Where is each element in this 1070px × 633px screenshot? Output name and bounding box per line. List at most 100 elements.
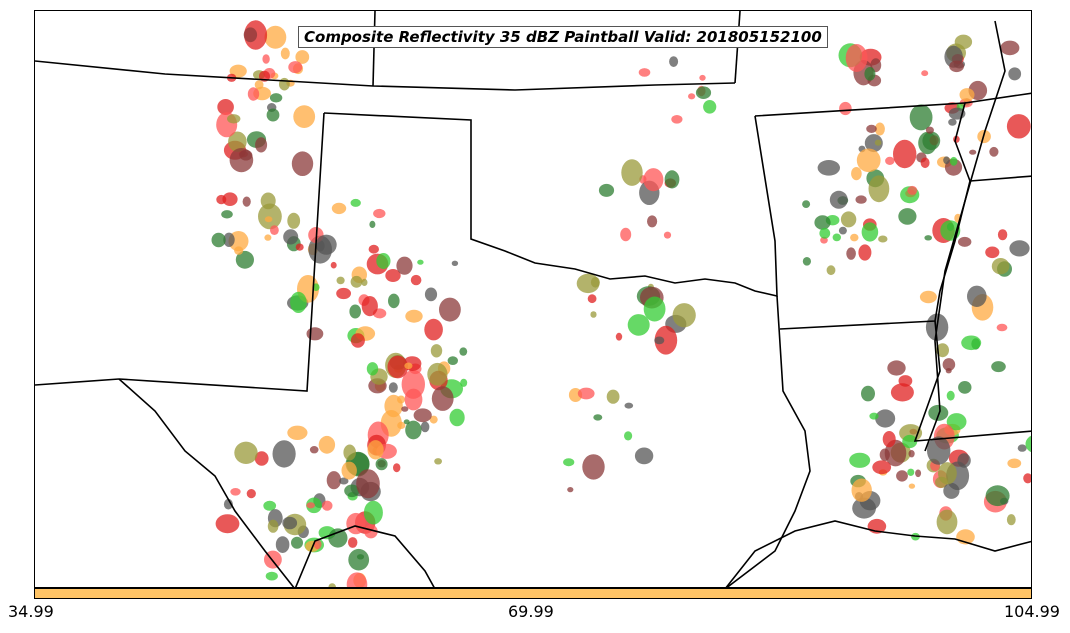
storm-paintball: [802, 257, 812, 266]
storm-paintball: [699, 74, 706, 81]
storm-paintball: [223, 232, 235, 247]
storm-paintball: [1023, 473, 1031, 484]
storm-paintball: [328, 528, 348, 548]
storm-paintball: [946, 390, 955, 401]
storm-paintball: [427, 362, 448, 386]
storm-paintball: [902, 434, 918, 449]
storm-paintball: [396, 256, 413, 275]
storm-paintball: [885, 156, 895, 165]
storm-paintball: [293, 105, 316, 128]
storm-paintball: [388, 293, 400, 309]
storm-paintball: [845, 44, 868, 72]
storm-paintball: [954, 34, 973, 50]
storm-paintball: [234, 441, 258, 464]
storm-paintball: [598, 183, 615, 197]
storm-paintball: [582, 454, 605, 480]
storm-paintball: [945, 368, 952, 374]
storm-paintball: [403, 419, 410, 425]
storm-paintball: [908, 483, 916, 489]
storm-paintball: [663, 231, 672, 239]
storm-paintball: [621, 159, 643, 186]
storm-paintball: [397, 421, 406, 429]
storm-paintball: [267, 519, 279, 533]
storm-paintball: [855, 195, 867, 204]
paintball-layer: [211, 20, 1031, 587]
storm-paintball: [290, 291, 307, 313]
storm-paintball: [413, 408, 432, 423]
storm-paintball: [1007, 458, 1022, 469]
map-title: Composite Reflectivity 35 dBZ Paintball …: [298, 26, 828, 48]
storm-paintball: [420, 421, 430, 433]
storm-paintball: [874, 122, 885, 136]
storm-paintball: [928, 404, 949, 421]
storm-paintball: [643, 296, 666, 322]
storm-paintball: [235, 250, 254, 269]
storm-paintball: [882, 431, 896, 448]
storm-paintball: [850, 233, 859, 242]
storm-paintball: [1006, 114, 1031, 139]
storm-paintball: [989, 146, 999, 157]
storm-paintball: [898, 208, 917, 225]
storm-paintball: [868, 175, 890, 203]
storm-paintball: [344, 484, 360, 498]
storm-paintball: [874, 139, 882, 146]
storm-paintball: [866, 124, 877, 133]
storm-paintball: [1017, 444, 1027, 452]
storm-paintball: [364, 524, 378, 539]
storm-paintball: [872, 460, 892, 475]
storm-paintball: [291, 151, 314, 176]
storm-paintball: [460, 378, 468, 387]
storm-paintball: [239, 149, 253, 161]
storm-paintball: [949, 60, 964, 73]
storm-paintball: [431, 386, 454, 411]
tx-la-border: [726, 295, 811, 587]
storm-paintball: [315, 234, 337, 255]
storm-paintball: [234, 246, 244, 255]
storm-paintball: [306, 502, 316, 509]
storm-paintball: [393, 463, 401, 473]
storm-paintball: [313, 539, 322, 550]
storm-paintball: [563, 458, 575, 467]
storm-paintball: [424, 287, 438, 302]
storm-paintball: [430, 344, 443, 358]
storm-paintball: [643, 168, 664, 192]
storm-paintball: [328, 583, 336, 587]
storm-paintball: [624, 402, 634, 409]
storm-paintball: [703, 100, 717, 114]
storm-paintball: [861, 222, 879, 242]
storm-paintball: [417, 259, 424, 265]
storm-paintball: [638, 68, 651, 77]
nm-tx-border: [118, 112, 325, 392]
storm-paintball: [647, 215, 658, 228]
storm-paintball: [287, 425, 308, 440]
storm-paintball: [309, 446, 319, 454]
storm-paintball: [361, 278, 368, 286]
storm-paintball: [936, 509, 958, 535]
storm-paintball: [695, 86, 712, 99]
storm-paintball: [919, 290, 937, 304]
storm-paintball: [279, 77, 290, 91]
storm-paintball: [348, 537, 358, 548]
storm-paintball: [577, 387, 595, 400]
storm-paintball: [341, 461, 357, 480]
storm-paintball: [447, 356, 458, 365]
storm-paintball: [387, 355, 409, 379]
storm-paintball: [925, 126, 934, 134]
storm-paintball: [590, 277, 600, 288]
storm-paintball: [348, 548, 370, 571]
storm-paintball: [869, 412, 879, 420]
storm-paintball: [654, 336, 665, 345]
storm-paintball: [969, 149, 977, 155]
storm-paintball: [606, 389, 620, 404]
colorbar-tick-label: 104.99: [1004, 602, 1060, 621]
storm-paintball: [991, 361, 1006, 373]
storm-paintball: [350, 333, 365, 348]
storm-paintball: [336, 276, 345, 285]
storm-paintball: [615, 332, 623, 341]
storm-paintball: [920, 157, 930, 169]
storm-paintball: [832, 233, 841, 242]
storm-paintball: [829, 190, 848, 209]
storm-paintball: [263, 500, 277, 511]
storm-paintball: [909, 104, 933, 131]
storm-paintball: [287, 212, 301, 229]
